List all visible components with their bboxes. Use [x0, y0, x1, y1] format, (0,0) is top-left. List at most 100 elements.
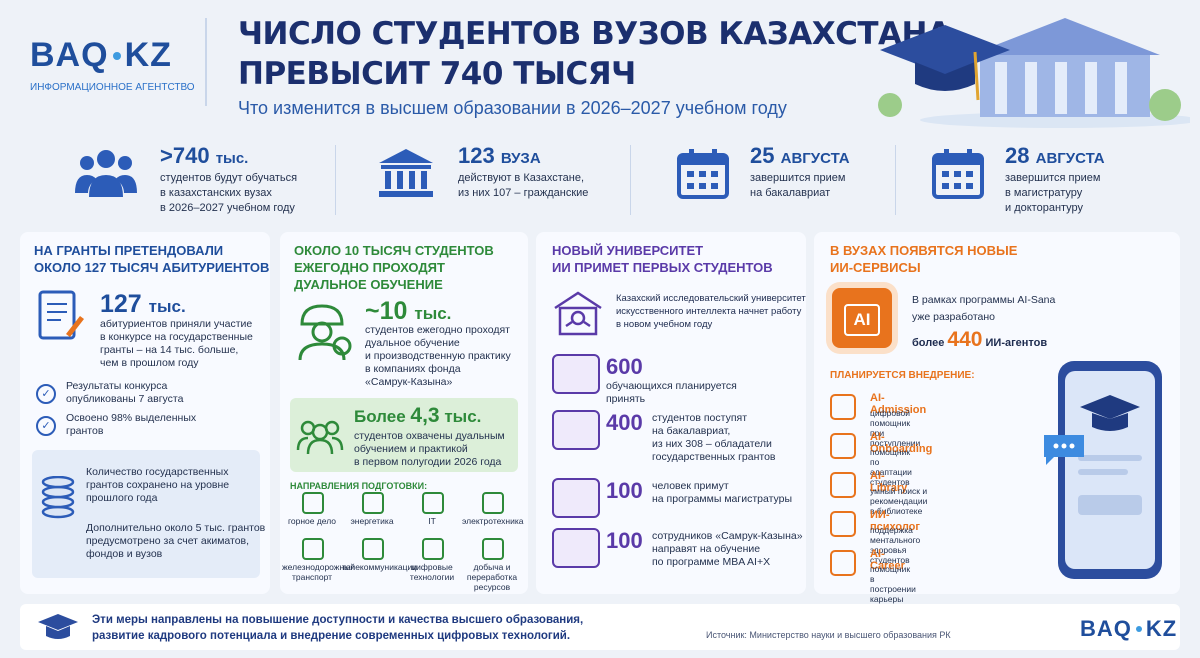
direction-label: IT — [402, 516, 462, 526]
text-line: Эти меры направлены на повышение доступн… — [92, 614, 584, 626]
big-value: 4,3 — [410, 404, 440, 427]
icon — [296, 420, 344, 455]
value: 123 — [458, 143, 495, 168]
title: ЧИСЛО СТУДЕНТОВ ВУЗОВ КАЗАХСТАНА ПРЕВЫСИТ… — [238, 14, 951, 94]
text-line: Казахский исследовательский университет — [616, 293, 806, 304]
big-value: ~10 — [365, 297, 408, 325]
prefix: более — [912, 337, 945, 349]
text-line: по программе MBA AI+X — [652, 556, 771, 568]
text-line: энергетика — [350, 516, 394, 526]
direction-icon — [362, 538, 384, 560]
text-line: электротехника — [462, 516, 524, 526]
section-title: ПЛАНИРУЕТСЯ ВНЕДРЕНИЕ: — [830, 370, 975, 381]
logo-dot — [112, 51, 121, 60]
direction-icon — [422, 492, 444, 514]
item-value: 100 — [606, 478, 643, 503]
service-desc: цифровой помощник при поступлении — [870, 408, 921, 448]
text-line: гранты – на 14 тыс. больше, — [100, 344, 239, 356]
ai-chip: AI — [832, 288, 892, 348]
unit: АВГУСТА — [780, 150, 850, 167]
value: >740 — [160, 143, 210, 168]
subtitle: Что изменится в высшем образовании в 202… — [238, 98, 787, 118]
text-line: в магистратуру — [1005, 187, 1083, 199]
text-line: НОВЫЙ УНИВЕРСИТЕТ — [552, 243, 704, 258]
unit: тыс. — [148, 297, 186, 316]
chip-text: AI — [844, 304, 880, 336]
logo-text: BAQ — [1080, 616, 1132, 641]
direction-label: цифровые технологии — [402, 562, 462, 582]
text-line: опубликованы 7 августа — [66, 393, 184, 405]
logo: BAQ KZ — [30, 36, 172, 75]
direction-icon — [422, 538, 444, 560]
text-line: государственных грантов — [652, 451, 776, 463]
text-line: Дополнительно около 5 тыс. грантов — [86, 522, 266, 534]
service-desc: помощник в построении карьеры — [870, 564, 916, 604]
direction-label: добыча и переработка ресурсов — [462, 562, 522, 592]
text-line: студентов охвачены дуальным — [354, 430, 505, 442]
text-line: искусственного интеллекта начнет работу — [616, 306, 802, 317]
item-text: сотрудников «Самрук-Казына» направят на о… — [652, 530, 812, 569]
text-line: В рамках программы AI-Sana — [912, 294, 1056, 306]
logo-subtitle: ИНФОРМАЦИОННОЕ АГЕНТСТВО — [30, 82, 195, 93]
direction-icon — [362, 492, 384, 514]
icon — [675, 147, 731, 204]
direction-icon — [302, 492, 324, 514]
text-line: завершится прием — [750, 172, 846, 184]
stat-text: завершится прием в магистратуру и докторан… — [1005, 171, 1100, 216]
panel-title: НА ГРАНТЫ ПРЕТЕНДОВАЛИ ОКОЛО 127 ТЫСЯЧ АБ… — [34, 242, 269, 276]
text-line: студентов поступят — [652, 412, 748, 424]
item-value: 600 — [606, 354, 643, 379]
footer — [20, 604, 1180, 650]
text-line: чем в прошлом году — [100, 357, 199, 369]
stat-text: действуют в Казахстане, из них 107 – граж… — [458, 171, 588, 201]
text-line: человек примут — [652, 480, 729, 492]
service-name: ИИ-психолог — [870, 509, 920, 533]
item-value: 100 — [606, 528, 643, 553]
unit: тыс. — [414, 304, 452, 323]
logo-text: KZ — [1145, 616, 1178, 641]
text-line: НА ГРАНТЫ ПРЕТЕНДОВАЛИ — [34, 243, 224, 258]
big-value: 440 — [947, 328, 983, 351]
description: студентов ежегодно проходят дуальное обуч… — [365, 324, 511, 389]
item-value: 400 — [606, 410, 643, 435]
text-line: студентов ежегодно проходят — [365, 324, 510, 336]
panel-title: НОВЫЙ УНИВЕРСИТЕТ ИИ ПРИМЕТ ПЕРВЫХ СТУДЕН… — [552, 242, 773, 276]
info-box — [290, 398, 518, 472]
text-line: в первом полугодии 2026 года — [354, 456, 502, 468]
source: Источник: Министерство науки и высшего о… — [706, 630, 951, 640]
text-line: обучением и практикой — [354, 443, 468, 455]
unit: АВГУСТА — [1035, 150, 1105, 167]
unit: тыс. — [215, 150, 249, 167]
text-line: ОКОЛО 127 ТЫСЯЧ АБИТУРИЕНТОВ — [34, 260, 270, 275]
text-line: ДУАЛЬНОЕ ОБУЧЕНИЕ — [294, 277, 443, 292]
text-line: ИИ-СЕРВИСЫ — [830, 260, 921, 275]
text-line: на бакалавриат — [750, 187, 831, 199]
logo-dot — [1135, 626, 1142, 632]
service-icon — [830, 511, 856, 537]
direction-label: телекоммуникации — [342, 562, 417, 572]
description: студентов охвачены дуальным обучением и п… — [354, 430, 505, 469]
icon — [930, 147, 986, 204]
service-icon — [830, 394, 856, 420]
service-name: AI-Career — [870, 548, 905, 572]
icon — [38, 614, 78, 639]
big-value: 127 — [100, 290, 142, 318]
direction-label: железнодорожный транспорт — [282, 562, 355, 582]
text-line: Результаты конкурса — [66, 380, 168, 392]
panel-title: В ВУЗАХ ПОЯВЯТСЯ НОВЫЕ ИИ-СЕРВИСЫ — [830, 242, 1017, 276]
description: В рамках программы AI-Sana уже разработан… — [912, 292, 1055, 326]
text-line: В ВУЗАХ ПОЯВЯТСЯ НОВЫЕ — [830, 243, 1018, 258]
direction-label: горное дело — [282, 516, 342, 526]
service-name: AI-Admission — [870, 392, 927, 416]
text-line: ОКОЛО 10 ТЫСЯЧ СТУДЕНТОВ — [294, 243, 494, 258]
section-title: НАПРАВЛЕНИЯ ПОДГОТОВКИ: — [290, 481, 428, 491]
icon — [375, 147, 437, 204]
text-line: студентов будут обучаться — [160, 172, 298, 184]
text-line: в конкурсе на государственные — [100, 331, 253, 343]
text-line: в новом учебном году — [616, 319, 713, 330]
text-line: и докторантуру — [1005, 202, 1084, 214]
service-desc: умный поиск и рекомендации в библиотеке — [870, 486, 928, 516]
stat-text: завершится прием на бакалавриат — [750, 171, 845, 201]
illustration — [878, 18, 1190, 128]
service-desc: помощник по адаптации студентов — [870, 447, 912, 487]
